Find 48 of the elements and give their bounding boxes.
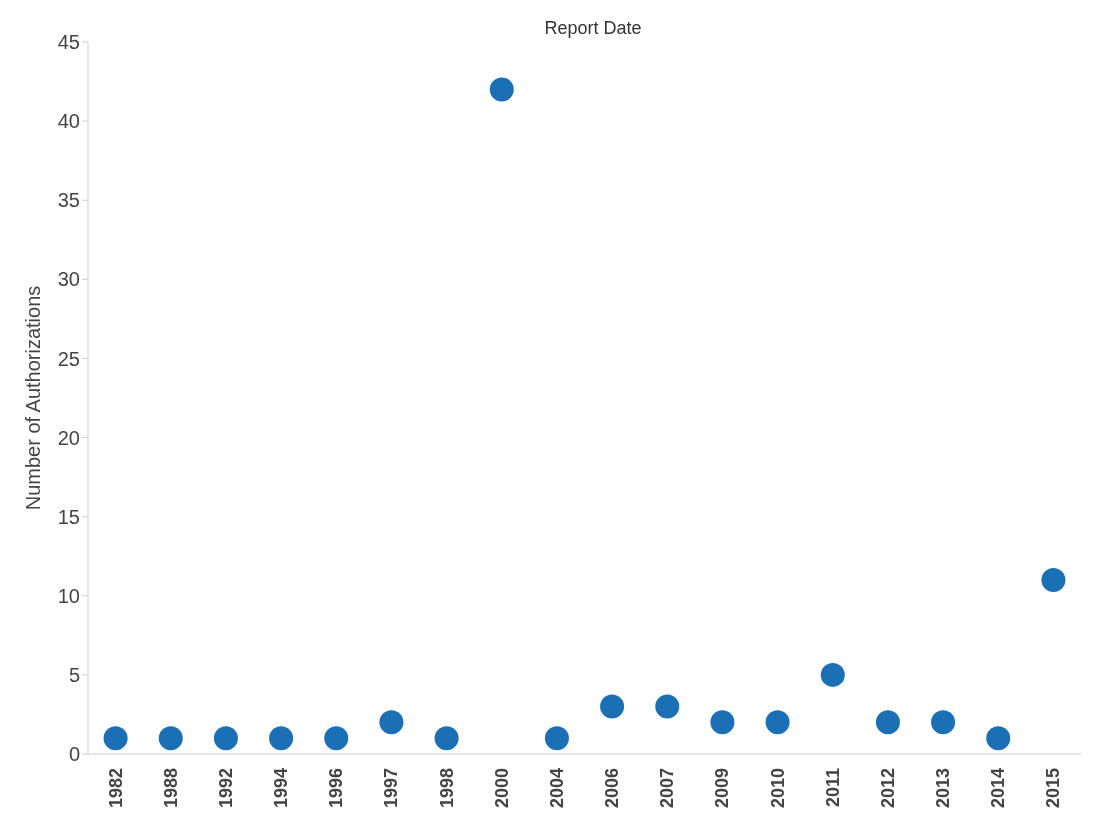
y-tick-label: 10 bbox=[57, 584, 80, 607]
x-tick-label: 1988 bbox=[160, 768, 181, 809]
x-tick-label: 1997 bbox=[381, 768, 402, 809]
x-tick-label: 1998 bbox=[436, 768, 457, 809]
y-tick-label: 35 bbox=[57, 189, 80, 212]
y-tick-label: 15 bbox=[57, 505, 80, 528]
point bbox=[324, 726, 349, 751]
x-tick-label: 2014 bbox=[988, 768, 1009, 809]
point bbox=[489, 77, 514, 102]
point bbox=[820, 662, 845, 687]
point bbox=[710, 710, 735, 735]
point bbox=[931, 710, 956, 735]
y-tick-label: 5 bbox=[68, 663, 80, 686]
x-tick-label: 2009 bbox=[712, 768, 733, 809]
x-tick-label: 1982 bbox=[105, 768, 126, 809]
x-tick-label: 2000 bbox=[491, 768, 512, 809]
x-tick-label: 2011 bbox=[822, 768, 843, 808]
point bbox=[103, 726, 128, 751]
point bbox=[158, 726, 183, 751]
y-tick-label: 0 bbox=[68, 743, 80, 766]
x-tick-label: 1992 bbox=[215, 768, 236, 809]
point bbox=[986, 726, 1011, 751]
chart-title: Report Date bbox=[543, 18, 643, 39]
y-tick-label: 30 bbox=[57, 268, 80, 291]
x-tick-label: 2012 bbox=[877, 768, 898, 809]
y-tick-label: 45 bbox=[57, 31, 80, 54]
y-tick-label: 20 bbox=[57, 426, 80, 449]
y-tick-label: 25 bbox=[57, 347, 80, 370]
y-axis-title: Number of Authorizations bbox=[22, 285, 45, 511]
y-tick-label: 40 bbox=[57, 110, 80, 133]
point bbox=[765, 710, 790, 735]
point bbox=[434, 726, 459, 751]
point bbox=[269, 726, 294, 751]
point bbox=[379, 710, 404, 735]
point bbox=[544, 726, 569, 751]
x-tick-label: 2006 bbox=[602, 768, 623, 809]
x-tick-label: 1994 bbox=[271, 768, 292, 809]
point bbox=[213, 726, 238, 751]
point bbox=[875, 710, 900, 735]
x-tick-label: 2015 bbox=[1043, 768, 1064, 809]
point bbox=[655, 694, 680, 719]
x-tick-label: 1996 bbox=[326, 768, 347, 809]
x-tick-label: 2013 bbox=[933, 768, 954, 809]
point bbox=[1041, 567, 1066, 592]
x-tick-label: 2010 bbox=[767, 768, 788, 809]
point bbox=[600, 694, 625, 719]
x-tick-label: 2004 bbox=[546, 768, 567, 809]
x-tick-label: 2007 bbox=[657, 768, 678, 809]
